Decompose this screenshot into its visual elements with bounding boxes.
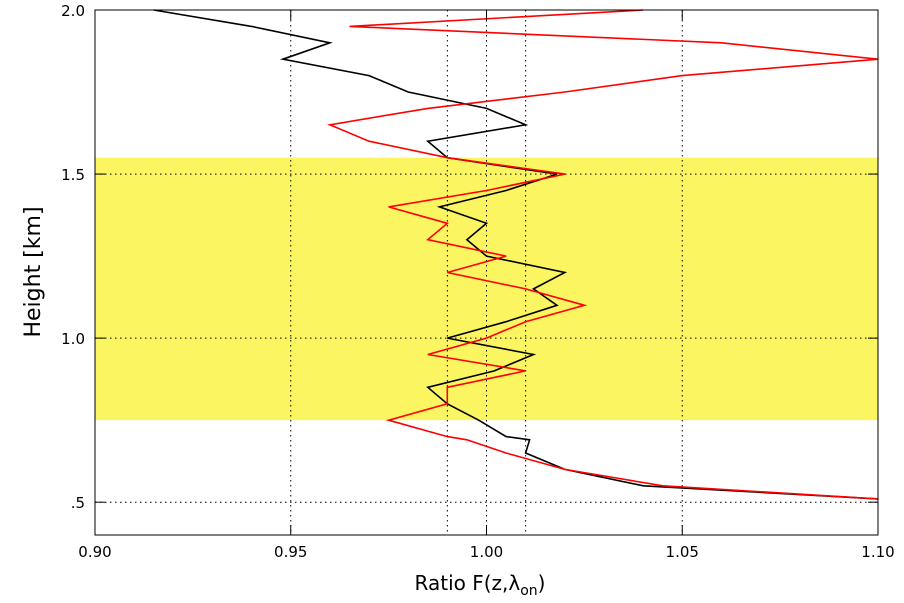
- y-tick-label: 1.0: [61, 330, 85, 348]
- y-tick-label: .5: [71, 494, 85, 512]
- x-tick-label: 0.95: [274, 543, 307, 561]
- x-axis-label: Ratio F(z,λon): [415, 571, 546, 599]
- x-label-sub: on: [520, 583, 537, 599]
- x-tick-label: 0.90: [78, 543, 111, 561]
- x-tick-label: 1.00: [470, 543, 503, 561]
- y-axis-label: Height [km]: [21, 206, 46, 337]
- data-line: [153, 9, 879, 500]
- y-tick-label: 1.5: [61, 166, 85, 184]
- x-tick-label: 1.05: [666, 543, 699, 561]
- y-tick-label: 2.0: [61, 2, 85, 20]
- x-label-close: ): [538, 571, 546, 595]
- data-line: [327, 9, 879, 500]
- x-label-main: Ratio F(z,λ: [415, 571, 521, 595]
- x-tick-label: 1.10: [861, 543, 894, 561]
